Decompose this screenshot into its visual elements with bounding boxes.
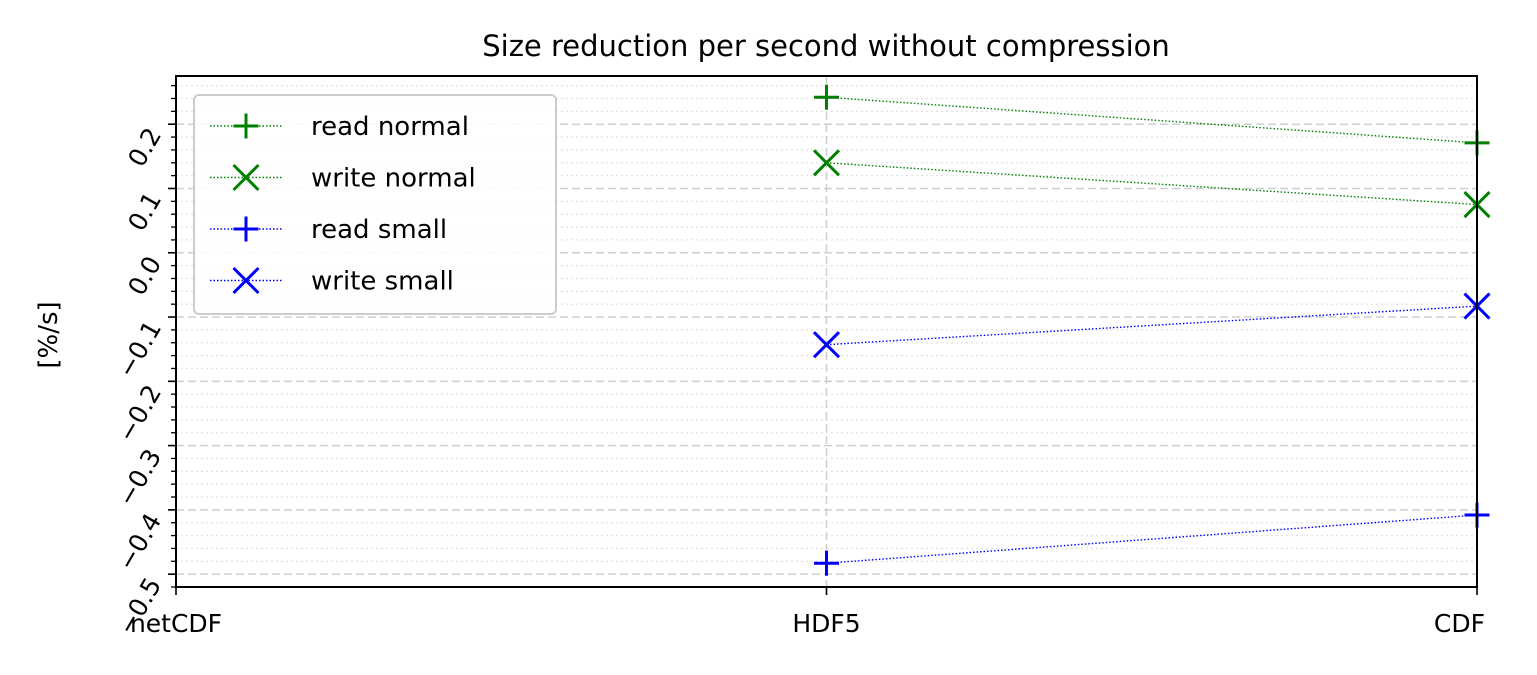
series-line — [826, 162, 1478, 206]
series-line — [826, 514, 1478, 564]
legend-entry: write normal — [210, 164, 476, 194]
legend-marker — [232, 266, 260, 295]
x-tick-label: netCDF — [130, 609, 222, 638]
legend-entry: write small — [210, 267, 454, 297]
data-point — [814, 550, 839, 576]
legend-label: write normal — [311, 164, 476, 194]
legend-label: read small — [311, 215, 447, 245]
series-line — [826, 305, 1478, 346]
legend-label: read normal — [311, 112, 469, 142]
legend-marker — [232, 163, 260, 192]
y-axis-label: [%/s] — [34, 301, 64, 368]
legend-entry: read normal — [210, 112, 469, 142]
legend-marker — [233, 216, 259, 242]
data-point — [812, 149, 841, 177]
legend-marker — [233, 113, 259, 139]
data-point — [812, 331, 841, 359]
legend-box — [193, 94, 557, 315]
data-point — [814, 84, 839, 110]
legend: read normal write normal read small write s… — [193, 94, 557, 315]
x-tick-label: HDF5 — [792, 609, 860, 638]
chart-title: Size reduction per second without compre… — [482, 29, 1170, 63]
x-tick-label: CDF — [1434, 609, 1485, 638]
series-line — [826, 96, 1478, 144]
legend-label: write small — [311, 267, 454, 297]
legend-entry: read small — [210, 215, 447, 245]
